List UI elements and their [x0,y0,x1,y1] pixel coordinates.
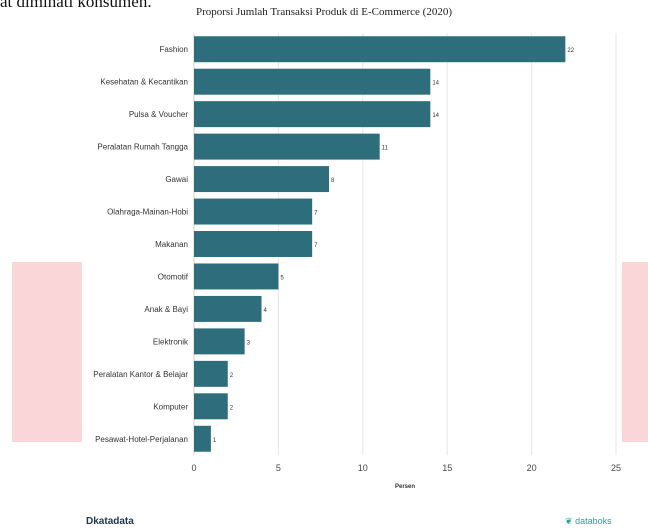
x-tick-label: 5 [276,463,281,473]
data-label: 2 [230,405,234,411]
data-label: 7 [314,243,318,249]
x-tick-label: 0 [191,463,196,473]
data-label: 8 [331,178,335,184]
databoks-logo: ❦ databoks [565,516,612,526]
category-label: Anak & Bayi [144,305,188,314]
data-label: 14 [432,81,439,87]
data-label: 7 [314,211,318,217]
x-axis-label: Persen [395,484,415,490]
katadata-logo: Dkatadata [86,516,134,527]
bar [194,68,431,95]
data-label: 1 [213,438,217,444]
data-label: 14 [432,113,439,119]
x-tick-label: 25 [611,463,621,473]
bar [194,231,313,257]
page-text-fragment: at diminati konsumen. [0,0,152,11]
bar [194,198,313,225]
category-label: Komputer [153,402,188,411]
category-label: Olahraga-Mainan-Hobi [107,208,188,217]
decorative-panel-left [12,262,82,442]
category-label: Peralatan Kantor & Belajar [93,370,188,379]
data-label: 3 [247,340,251,346]
bar [194,425,211,452]
bar [194,360,228,387]
decorative-panel-right [622,262,648,442]
category-label: Peralatan Rumah Tangga [97,143,188,152]
bar [194,166,330,193]
x-tick-label: 10 [358,463,368,473]
data-label: 5 [280,275,284,281]
category-label: Elektronik [153,337,189,346]
category-label: Pulsa & Voucher [129,110,188,119]
category-label: Makanan [155,240,188,249]
bar [194,263,279,290]
x-tick-label: 20 [527,463,537,473]
bar [194,133,380,160]
bar [194,295,262,322]
bar [194,36,566,63]
bar [194,101,431,128]
category-label: Otomotif [158,272,189,281]
category-label: Kesehatan & Kecantikan [100,78,188,87]
data-label: 4 [264,308,268,314]
category-label: Fashion [160,45,188,54]
category-label: Gawai [165,175,188,184]
category-label: Pesawat-Hotel-Perjalanan [95,435,188,444]
chart-title: Proporsi Jumlah Transaksi Produk di E-Co… [195,6,453,18]
bar [194,328,245,355]
bar [194,393,228,420]
x-tick-label: 15 [442,463,452,473]
data-label: 2 [230,373,234,379]
data-label: 22 [567,48,574,54]
data-label: 11 [382,146,389,152]
